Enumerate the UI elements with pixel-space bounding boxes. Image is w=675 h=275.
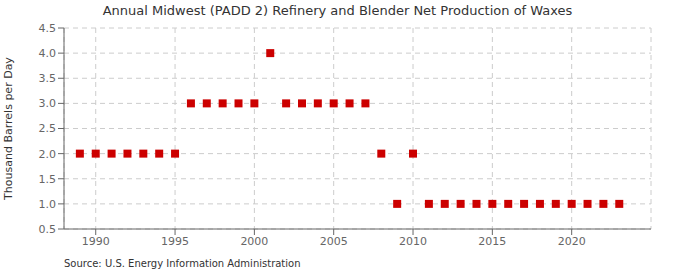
svg-text:1.5: 1.5 xyxy=(39,173,57,186)
html-text:Source: U.S. Energy Informatio: Source: U.S. Energy Information Administ… xyxy=(64,258,301,269)
svg-text:2.5: 2.5 xyxy=(39,122,57,135)
svg-text:4.0: 4.0 xyxy=(39,47,57,60)
svg-text:2.0: 2.0 xyxy=(39,148,57,161)
svg-text:3.5: 3.5 xyxy=(39,72,57,85)
svg-text:2000: 2000 xyxy=(240,235,268,248)
svg-text:0.5: 0.5 xyxy=(39,223,57,236)
svg-text:2020: 2020 xyxy=(558,235,586,248)
svg-text:2010: 2010 xyxy=(399,235,427,248)
svg-text:2005: 2005 xyxy=(320,235,348,248)
svg-text:1990: 1990 xyxy=(82,235,110,248)
html-text:Annual Midwest (PADD 2) Refine: Annual Midwest (PADD 2) Refinery and Ble… xyxy=(102,3,573,18)
svg-text:1.0: 1.0 xyxy=(39,198,57,211)
svg-text:2015: 2015 xyxy=(478,235,506,248)
svg-text:1995: 1995 xyxy=(161,235,189,248)
svg-text:4.5: 4.5 xyxy=(39,22,57,35)
svg-text:Thousand Barrels per Day: Thousand Barrels per Day xyxy=(8,57,15,201)
svg-text:3.0: 3.0 xyxy=(39,97,57,110)
